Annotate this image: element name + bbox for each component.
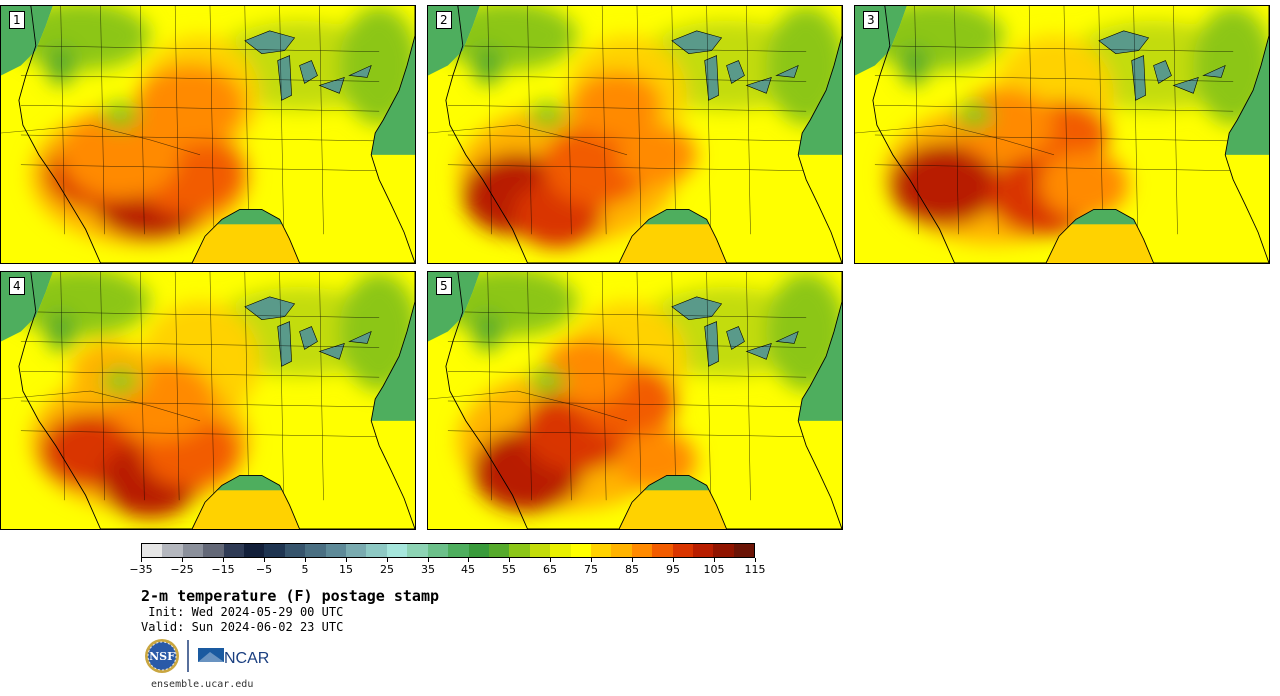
colorbar-cell [692,544,714,557]
nsf-logo-icon: NSF [145,639,179,673]
colorbar-tick-label: 65 [543,563,557,576]
colorbar-tick-label: −5 [255,563,273,576]
colorbar-tick-label: 85 [625,563,639,576]
colorbar-cell [733,544,755,557]
colorbar-tick [468,558,469,562]
colorbar-cell [631,544,653,557]
member-label: 2 [436,11,452,29]
temperature-map [428,272,842,529]
colorbar-tick-label: −35 [129,563,153,576]
colorbar-tick [550,558,551,562]
member-label: 1 [9,11,25,29]
colorbar-cell [284,544,306,557]
temperature-map [1,272,415,529]
temperature-colorbar [141,543,755,558]
logos: NSF NCAR [144,638,284,674]
colorbar-tick [346,558,347,562]
colorbar-tick [182,558,183,562]
colorbar-cell [264,544,285,557]
colorbar-cell [223,544,245,557]
postage-stamp-4: 4 [0,271,416,530]
colorbar-cell [203,544,224,557]
colorbar-tick-label: 55 [502,563,516,576]
colorbar-cell [366,544,387,557]
valid-time: Valid: Sun 2024-06-02 23 UTC [141,620,344,634]
colorbar-cell [509,544,530,557]
colorbar-tick-label: −15 [211,563,235,576]
colorbar-tick-label: −25 [170,563,194,576]
colorbar-cell [325,544,347,557]
postage-stamp-5: 5 [427,271,843,530]
colorbar-tick-label: 5 [301,563,309,576]
colorbar-cell [427,544,449,557]
colorbar-tick-label: 35 [421,563,435,576]
postage-stamp-2: 2 [427,5,843,264]
colorbar-tick [223,558,224,562]
member-label: 5 [436,277,452,295]
colorbar-cell [550,544,571,557]
colorbar-cell [652,544,673,557]
colorbar-tick-label: 105 [703,563,725,576]
colorbar-cell [142,544,163,557]
temperature-map [855,6,1269,263]
colorbar-cell [346,544,367,557]
colorbar-tick-label: 25 [380,563,394,576]
member-label: 4 [9,277,25,295]
init-time: Init: Wed 2024-05-29 00 UTC [141,605,344,619]
colorbar-tick [755,558,756,562]
colorbar-cell [713,544,734,557]
postage-stamp-1: 1 [0,5,416,264]
chart-title: 2-m temperature (F) postage stamp [141,587,440,605]
colorbar-tick-label: 45 [461,563,475,576]
ncar-logo-icon: NCAR [198,648,269,667]
colorbar-tick [673,558,674,562]
colorbar-cell [611,544,632,557]
website-link[interactable]: ensemble.ucar.edu [151,679,254,690]
colorbar-tick [428,558,429,562]
colorbar-cell [448,544,469,557]
postage-stamp-3: 3 [854,5,1270,264]
colorbar-cell [590,544,612,557]
colorbar-tick [305,558,306,562]
colorbar-tick-label: 75 [584,563,598,576]
colorbar-cell [305,544,326,557]
colorbar-tick-label: 95 [666,563,680,576]
colorbar-cell [529,544,551,557]
colorbar-cell [672,544,693,557]
colorbar-tick-label: 15 [339,563,353,576]
colorbar-cell [407,544,428,557]
colorbar-tick [141,558,142,562]
colorbar-cell [244,544,265,557]
colorbar-tick [509,558,510,562]
colorbar-tick-label: 115 [744,563,766,576]
colorbar-tick [714,558,715,562]
colorbar-cell [488,544,510,557]
colorbar-tick [632,558,633,562]
nsf-logo-text: NSF [149,650,175,663]
colorbar-cell [570,544,591,557]
ncar-logo-text: NCAR [224,650,269,667]
colorbar-tick [591,558,592,562]
colorbar-tick [264,558,265,562]
colorbar-cell [182,544,204,557]
colorbar-ticks: −35 −25 −15 −5 5 15 25 35 45 55 65 75 85 95 105 115 [129,558,766,578]
member-label: 3 [863,11,879,29]
temperature-map [1,6,415,263]
colorbar-tick [387,558,388,562]
temperature-map [428,6,842,263]
colorbar-cell [386,544,408,557]
colorbar-cell [162,544,183,557]
colorbar-cell [468,544,489,557]
